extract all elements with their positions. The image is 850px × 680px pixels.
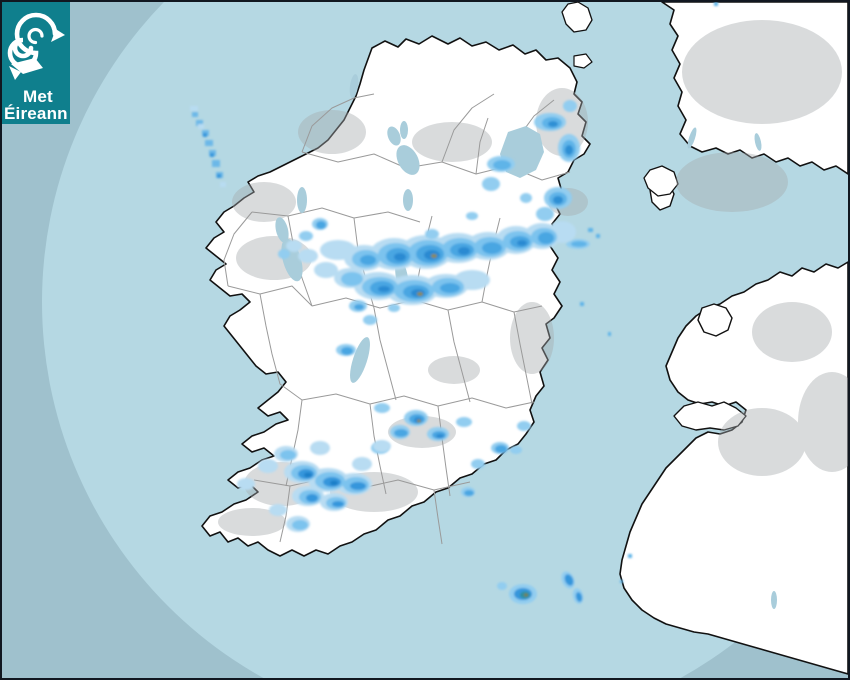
echo-ulster [482,100,590,249]
lough-scotland-1 [687,127,697,149]
border-munster-3 [437,405,451,497]
lough-erne-lower [387,126,401,146]
border-donegal [301,93,375,153]
border-leinster-2 [447,309,471,403]
terrain-slieve-bloom [428,356,480,384]
border-leinster-3 [513,311,533,405]
terrain-snowdonia [718,408,806,476]
terrain-pennines [798,372,848,472]
logo-line-eireann: Éireann [4,104,68,123]
border-leinster-1 [373,307,397,401]
lough-derg [350,337,370,383]
scotland-mainland [661,2,848,175]
islay-jura-fragment [643,165,679,197]
echo-midlands-south [371,403,472,454]
north-england-wales-landmass [619,261,848,675]
echo-munster [237,440,391,532]
outer-hebrides-fragment [561,2,593,33]
lough-mask [275,217,289,243]
terrain-lake-district [752,302,832,362]
spiral-triskelion-icon [7,12,65,80]
spiral-tail [11,58,43,74]
lake-wales [771,591,777,609]
border-limerick [259,293,303,401]
border-midlands-1 [311,297,543,313]
spiral-tail-point [9,66,21,80]
lough-swilly [349,74,359,98]
llyn-peninsula [673,401,747,431]
logo-line-met: Met [23,87,53,106]
rathlin-fragment [573,53,593,69]
terrain-highlands-scot [682,20,842,124]
border-cork-waterford [433,489,443,545]
border-ni-internal-1 [441,93,495,163]
border-kerry-cork [279,485,291,543]
echo-celtic-sea [497,571,584,604]
lough-conn [297,187,307,213]
border-ni-internal-3 [475,117,489,175]
lough-erne [396,145,420,175]
terrain-beara [218,508,286,536]
terrain-mayo [232,182,296,222]
echo-midlands-band [286,221,576,305]
echo-scattered-west [278,212,478,356]
terrain-sperrins [412,122,492,162]
lough-scotland-2 [754,133,762,151]
anglesey-island [697,303,733,337]
echo-atlantic-ray [190,106,226,187]
terrain-donegal [298,110,366,154]
logo-wordmark: Met Éireann [2,88,70,122]
lough-allen [403,189,413,211]
border-west-coast-1 [223,211,253,287]
border-mid-south [301,393,535,409]
spiral-arrow-head [51,26,65,42]
lough-foyle [400,121,408,139]
terrain-wicklow [510,302,554,374]
met-eireann-logo[interactable]: Met Éireann [2,2,70,124]
terrain-southern-uplands [676,152,788,212]
border-connacht-1 [251,207,421,223]
echo-southeast [461,421,531,497]
echo-irish-sea-specks [580,2,718,583]
border-clare [227,285,313,307]
